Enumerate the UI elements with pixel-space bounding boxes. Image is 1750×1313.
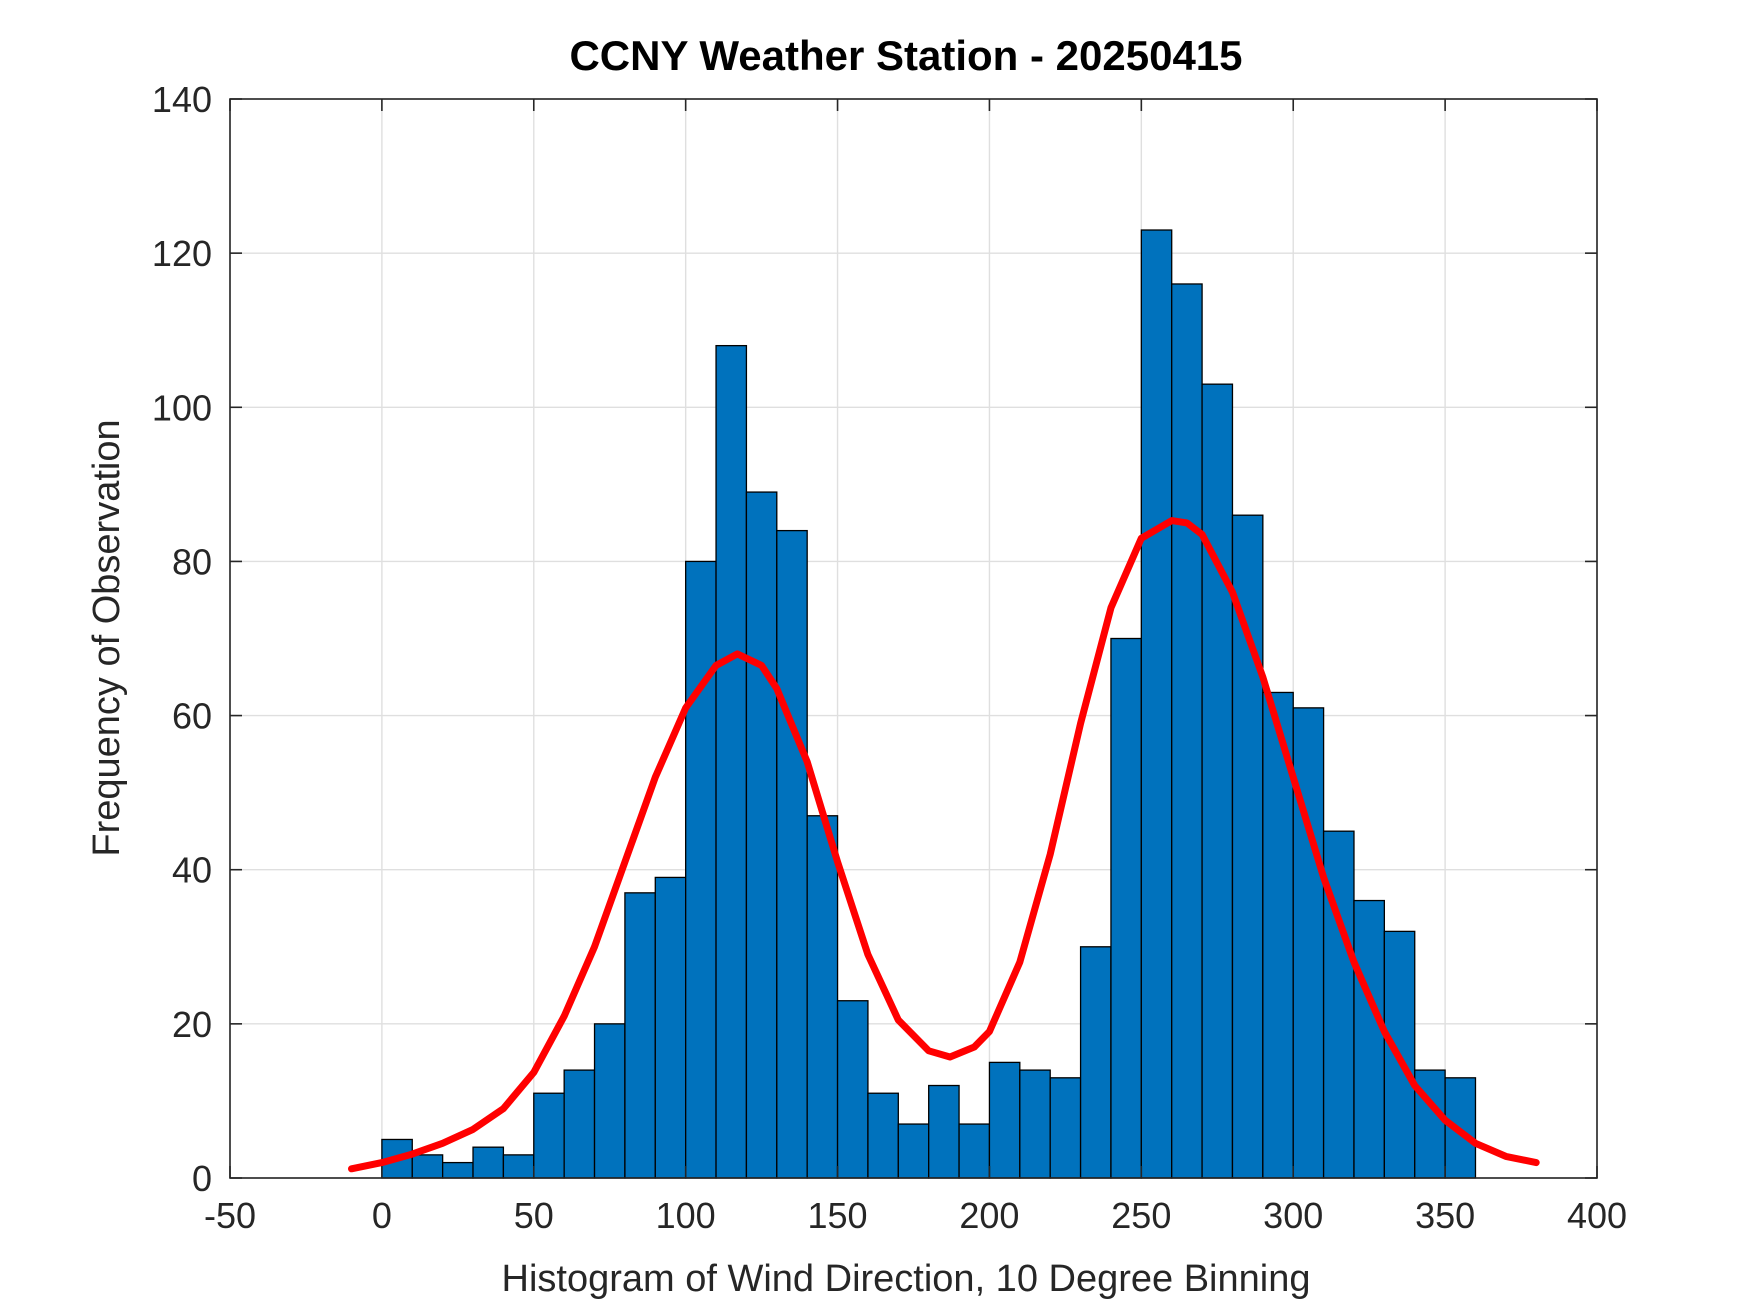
- plot-frame: [229, 98, 1598, 1179]
- y-tick-label: 40: [172, 850, 212, 891]
- histogram-bar: [624, 892, 656, 1179]
- histogram-bar: [685, 560, 717, 1179]
- x-tick-label: 100: [656, 1195, 716, 1236]
- x-tick-label: 0: [372, 1195, 392, 1236]
- histogram-bar: [745, 491, 778, 1179]
- y-tick-label: 80: [172, 541, 212, 582]
- histogram-bar: [654, 876, 687, 1179]
- x-tick-label: 350: [1415, 1195, 1475, 1236]
- histogram-bar: [715, 344, 748, 1179]
- y-tick-label: 140: [152, 79, 212, 120]
- y-axis-label: Frequency of Observation: [86, 419, 128, 856]
- histogram-bar: [533, 1092, 565, 1179]
- fit-curve-line: [348, 517, 1540, 1173]
- x-tick-labels: -50 0 50 100 150 200 250 300 350 400: [204, 1195, 1627, 1236]
- x-tick-label: -50: [204, 1195, 256, 1236]
- y-tick-labels: 0 20 40 60 80 100 120 140: [152, 79, 212, 1199]
- histogram-bar: [776, 529, 808, 1179]
- x-axis-label: Histogram of Wind Direction, 10 Degree B…: [502, 1258, 1311, 1300]
- histogram-bar: [1049, 1077, 1082, 1179]
- chart-title: CCNY Weather Station - 20250415: [569, 32, 1242, 79]
- histogram-bar: [1171, 283, 1203, 1179]
- histogram-bar: [593, 1023, 626, 1179]
- histogram-bar: [441, 1161, 474, 1179]
- histogram-bar: [1079, 946, 1112, 1179]
- histogram-bars: [381, 229, 1477, 1179]
- histogram-bar: [1140, 229, 1173, 1179]
- y-tick-label: 120: [152, 233, 212, 274]
- fit-curve-layer: [348, 517, 1540, 1173]
- histogram-bar: [502, 1154, 535, 1179]
- histogram-bar: [472, 1146, 505, 1179]
- x-tick-label: 300: [1263, 1195, 1323, 1236]
- histogram-bar: [928, 1084, 960, 1179]
- histogram-bar: [411, 1154, 444, 1179]
- tick-marks: [229, 98, 1598, 1179]
- y-tick-label: 20: [172, 1004, 212, 1045]
- histogram-bar: [806, 815, 839, 1179]
- histogram-bar: [1019, 1069, 1051, 1179]
- histogram-bar: [867, 1092, 899, 1179]
- histogram-bar: [563, 1069, 596, 1179]
- histogram-bar: [1292, 707, 1325, 1179]
- x-tick-label: 400: [1567, 1195, 1627, 1236]
- histogram-bar: [836, 1000, 869, 1179]
- x-tick-label: 150: [808, 1195, 868, 1236]
- y-tick-label: 60: [172, 696, 212, 737]
- histogram-bar: [1353, 899, 1386, 1179]
- x-tick-label: 200: [959, 1195, 1019, 1236]
- x-tick-label: 250: [1111, 1195, 1171, 1236]
- y-tick-label: 100: [152, 387, 212, 428]
- histogram-bar: [1201, 383, 1234, 1179]
- y-tick-label: 0: [192, 1158, 212, 1199]
- histogram-bar: [1110, 637, 1142, 1179]
- histogram-bar: [988, 1061, 1021, 1179]
- histogram-bar: [897, 1123, 930, 1179]
- x-tick-label: 50: [514, 1195, 554, 1236]
- histogram-bar: [958, 1123, 991, 1179]
